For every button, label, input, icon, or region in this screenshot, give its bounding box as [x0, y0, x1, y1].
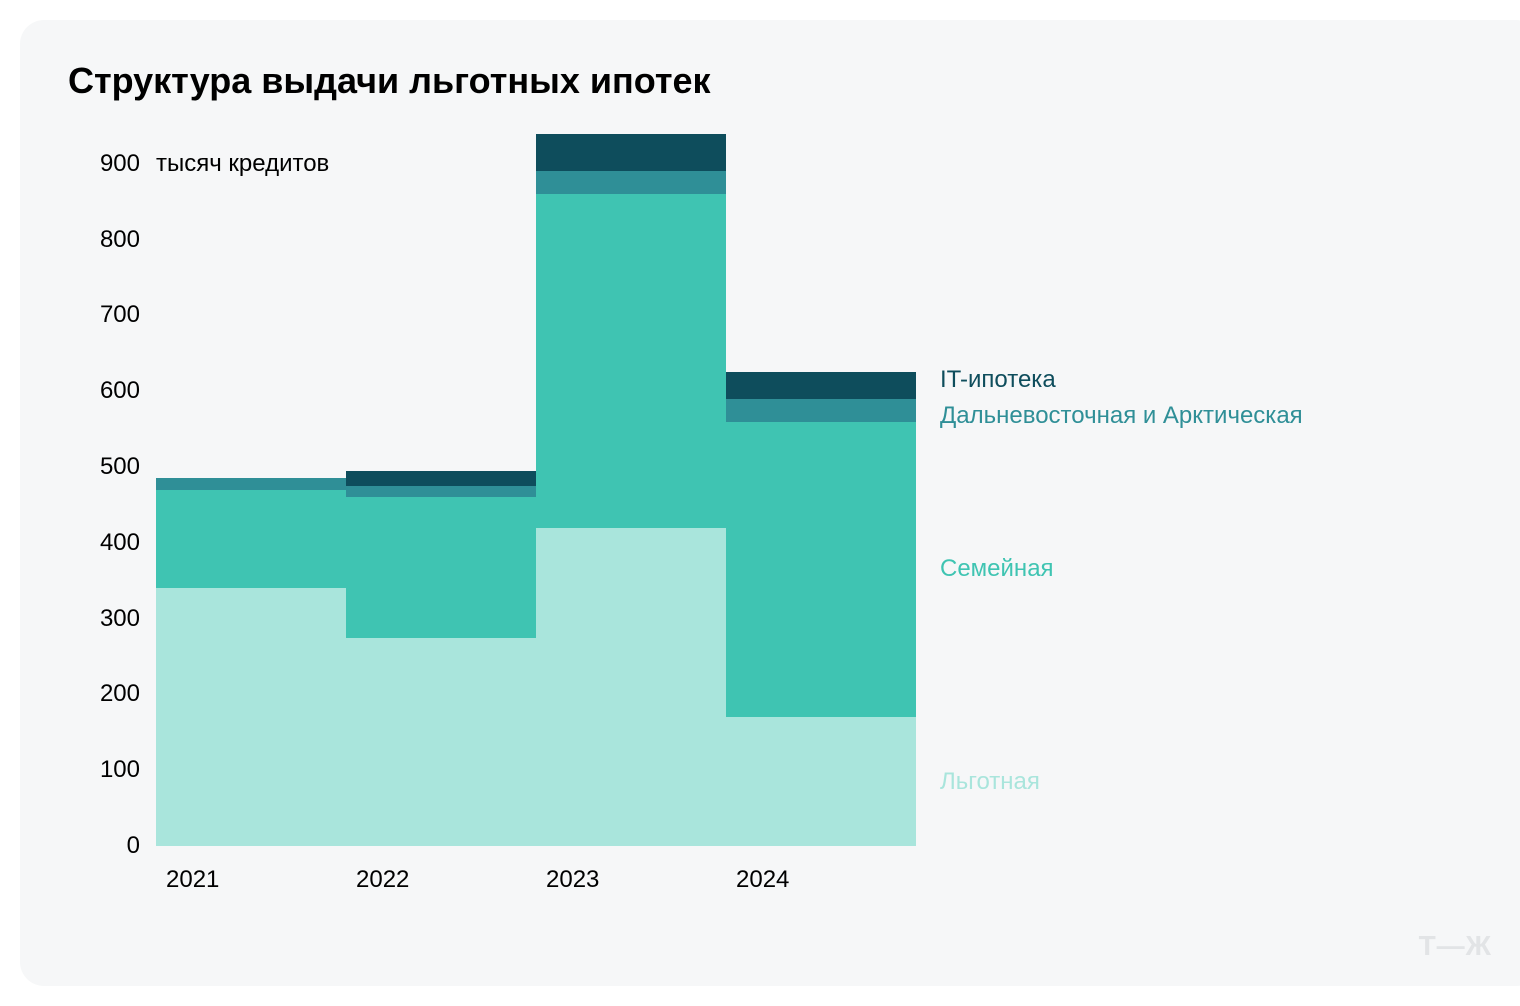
legend-it: IT-ипотека [940, 366, 1056, 394]
chart-area: 0100200300400500600700800900тысяч кредит… [68, 126, 1492, 916]
segment-semeynaya [536, 194, 726, 527]
segment-dalnevost [536, 171, 726, 194]
plot-area [156, 126, 916, 846]
segment-semeynaya [156, 490, 346, 589]
segment-semeynaya [346, 497, 536, 637]
y-tick: 300 [100, 605, 140, 633]
y-tick: 100 [100, 756, 140, 784]
segment-it [726, 372, 916, 399]
segment-lgotnaya [346, 638, 536, 846]
segment-dalnevost [726, 399, 916, 422]
y-tick: 400 [100, 529, 140, 557]
x-label: 2024 [736, 866, 789, 894]
x-label: 2023 [546, 866, 599, 894]
y-tick: 0 [127, 832, 140, 860]
legend-dalnevost: Дальневосточная и Арктическая [940, 402, 1303, 430]
x-label: 2022 [356, 866, 409, 894]
legend: IT-ипотека Дальневосточная и Арктическая С… [932, 126, 1492, 846]
segment-it [536, 134, 726, 172]
watermark-logo: Т—Ж [1419, 930, 1492, 962]
segment-it [346, 471, 536, 486]
legend-lgotnaya: Льготная [940, 768, 1040, 796]
chart-card: Структура выдачи льготных ипотек 0 100 200… [20, 20, 1520, 986]
y-tick: 900 [100, 150, 140, 178]
x-label: 2021 [166, 866, 219, 894]
segment-dalnevost [346, 486, 536, 497]
segment-lgotnaya [536, 528, 726, 846]
y-tick: 700 [100, 301, 140, 329]
segment-dalnevost [156, 478, 346, 489]
chart-title: Структура выдачи льготных ипотек [68, 60, 1492, 102]
y-tick: 600 [100, 377, 140, 405]
legend-semeynaya: Семейная [940, 555, 1054, 583]
segment-lgotnaya [726, 717, 916, 846]
segment-lgotnaya [156, 588, 346, 846]
y-tick: 800 [100, 226, 140, 254]
y-axis: 0100200300400500600700800900тысяч кредит… [68, 126, 148, 846]
y-tick: 500 [100, 453, 140, 481]
y-tick: 200 [100, 680, 140, 708]
segment-semeynaya [726, 422, 916, 718]
